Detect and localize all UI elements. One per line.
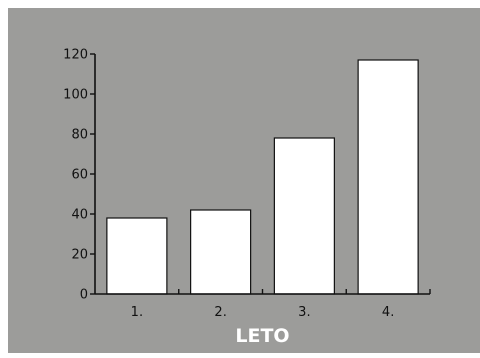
y-tick-label: 100 [63, 88, 88, 103]
x-category-label: 4. [382, 305, 394, 320]
y-tick-label: 40 [71, 208, 88, 223]
y-tick-label: 0 [80, 288, 88, 303]
x-category-label: 1. [131, 305, 143, 320]
bar-2 [190, 209, 252, 295]
x-ticks-group: 1. 2. 3. 4. [131, 289, 431, 320]
x-category-label: 3. [298, 305, 310, 320]
y-tick-label: 20 [71, 248, 88, 263]
bar-3 [273, 137, 335, 295]
y-tick-label: 60 [71, 168, 88, 183]
bar-4 [357, 59, 419, 295]
x-category-label: 2. [214, 305, 226, 320]
y-tick-label: 120 [63, 48, 88, 63]
y-ticks-group: 0 20 40 60 80 100 120 [63, 48, 95, 303]
x-axis-title: LETO [235, 325, 289, 347]
bar-1 [106, 217, 168, 295]
y-tick-label: 80 [71, 128, 88, 143]
bars-group [106, 59, 419, 295]
